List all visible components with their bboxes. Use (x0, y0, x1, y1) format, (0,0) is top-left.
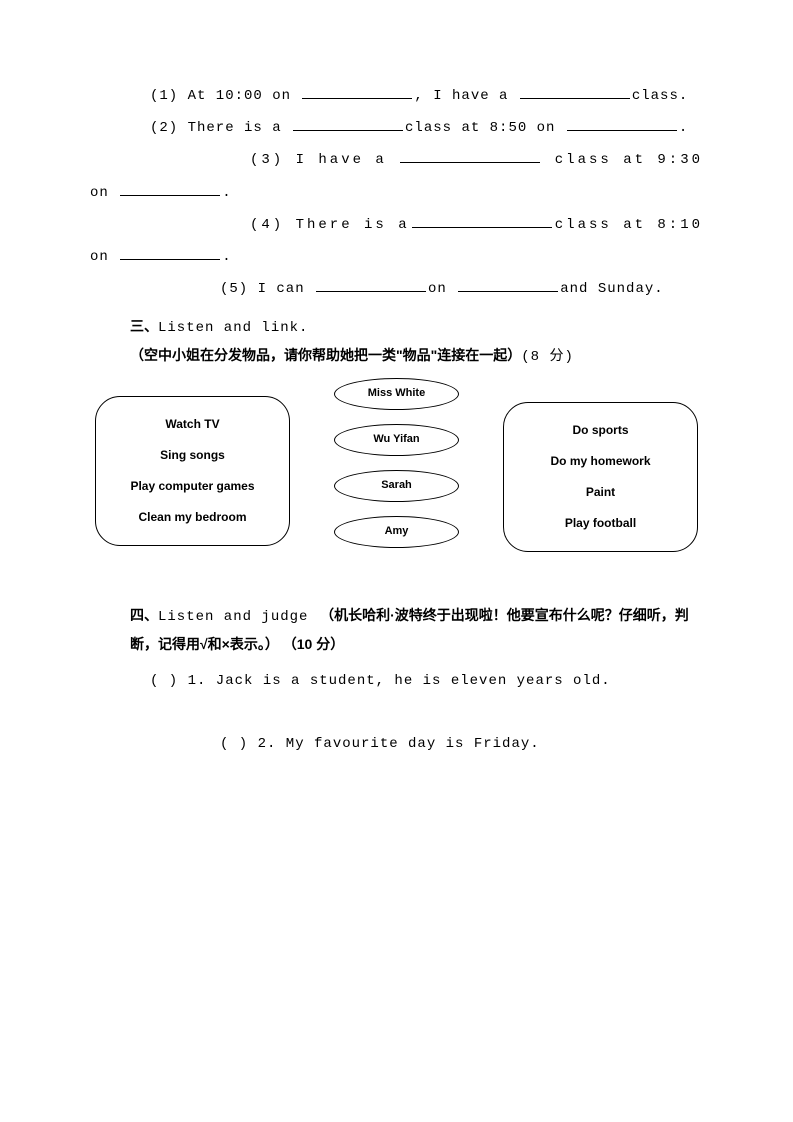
name-oval[interactable]: Sarah (334, 470, 459, 502)
q4-l1-pre: (4) There is a (250, 217, 410, 233)
left-item[interactable]: Sing songs (104, 440, 281, 471)
q5-post: and Sunday. (560, 281, 663, 297)
s3-cmd: Listen and link. (158, 320, 308, 336)
q1-post: class. (632, 88, 688, 104)
name-oval[interactable]: Miss White (334, 378, 459, 410)
q3-l2-post: . (222, 185, 231, 201)
right-box: Do sports Do my homework Paint Play foot… (503, 402, 698, 553)
blank[interactable] (316, 278, 426, 292)
judge-2: ( ) 2. My favourite day is Friday. (90, 728, 703, 760)
q2-post: . (679, 120, 688, 136)
right-item[interactable]: Play football (512, 508, 689, 539)
names-column: Miss White Wu Yifan Sarah Amy (334, 378, 459, 548)
question-5: (5) I can on and Sunday. (90, 273, 703, 305)
link-diagram: Watch TV Sing songs Play computer games … (90, 396, 703, 553)
name-label: Sarah (381, 473, 412, 498)
q2-mid: class at 8:50 on (405, 120, 565, 136)
s3-prefix: 三、 (130, 318, 158, 334)
q1-mid: , I have a (414, 88, 517, 104)
q3-l2-pre: on (90, 185, 118, 201)
left-box: Watch TV Sing songs Play computer games … (95, 396, 290, 547)
q2-pre: (2) There is a (150, 120, 291, 136)
question-4: (4) There is a class at 8:10 on . (90, 209, 703, 273)
name-label: Miss White (368, 381, 425, 406)
blank[interactable] (120, 246, 220, 260)
q4-l2-pre: on (90, 249, 118, 265)
blank[interactable] (120, 182, 220, 196)
q5-pre: (5) I can (220, 281, 314, 297)
q3-l1-post: class at 9:30 (555, 144, 703, 176)
s4-prefix: 四、 (130, 607, 158, 623)
j1-text: ( ) 1. Jack is a student, he is eleven y… (150, 673, 611, 689)
judge-1: ( ) 1. Jack is a student, he is eleven y… (90, 665, 703, 697)
blank[interactable] (293, 117, 403, 131)
q1-pre: (1) At 10:00 on (150, 88, 300, 104)
q3-l1-pre: (3) I have a (250, 152, 398, 168)
name-oval[interactable]: Amy (334, 516, 459, 548)
q4-l1-post: class at 8:10 (555, 209, 703, 241)
question-3: (3) I have a class at 9:30 on . (90, 144, 703, 208)
blank[interactable] (458, 278, 558, 292)
s4-cmd: Listen and judge (158, 609, 308, 625)
q4-l2-post: . (222, 249, 231, 265)
blank[interactable] (400, 149, 540, 163)
section-3-heading: 三、Listen and link. （空中小姐在分发物品，请你帮助她把一类"物… (90, 313, 703, 370)
q5-mid: on (428, 281, 456, 297)
blank[interactable] (302, 85, 412, 99)
name-oval[interactable]: Wu Yifan (334, 424, 459, 456)
right-item[interactable]: Do my homework (512, 446, 689, 477)
section-4-heading: 四、Listen and judge （机长哈利·波特终于出现啦！他要宣布什么呢… (90, 602, 703, 657)
blank[interactable] (520, 85, 630, 99)
blank[interactable] (567, 117, 677, 131)
s3-points: (8 分) (521, 349, 574, 365)
name-label: Wu Yifan (373, 427, 419, 452)
j2-text: ( ) 2. My favourite day is Friday. (220, 736, 540, 752)
name-label: Amy (385, 519, 409, 544)
left-item[interactable]: Clean my bedroom (104, 502, 281, 533)
question-2: (2) There is a class at 8:50 on . (90, 112, 703, 144)
right-item[interactable]: Do sports (512, 415, 689, 446)
s3-desc: （空中小姐在分发物品，请你帮助她把一类"物品"连接在一起） (130, 347, 521, 363)
left-item[interactable]: Watch TV (104, 409, 281, 440)
blank[interactable] (412, 214, 552, 228)
s4-points: （10 分） (283, 636, 344, 652)
right-item[interactable]: Paint (512, 477, 689, 508)
left-item[interactable]: Play computer games (104, 471, 281, 502)
question-1: (1) At 10:00 on , I have a class. (90, 80, 703, 112)
